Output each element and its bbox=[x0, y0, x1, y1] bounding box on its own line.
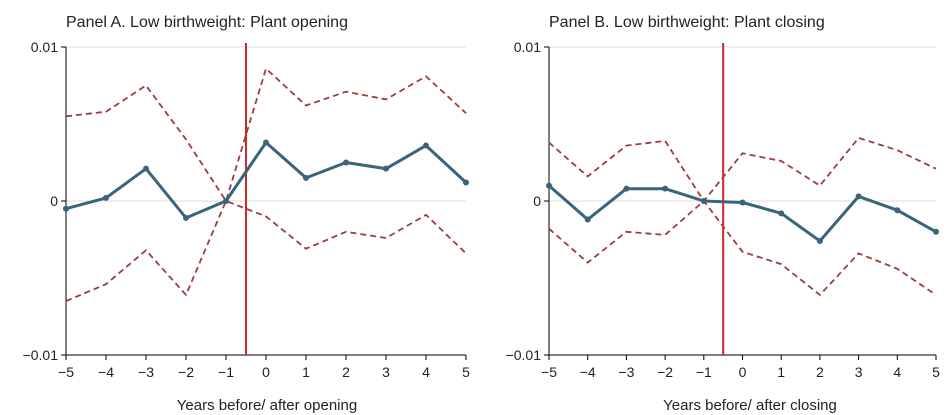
x-tick-label: 3 bbox=[855, 364, 863, 380]
x-tick-label: 0 bbox=[739, 364, 747, 380]
x-tick-label: −3 bbox=[138, 364, 154, 380]
x-tick-label: −4 bbox=[580, 364, 596, 380]
y-tick-label: −0.01 bbox=[506, 347, 542, 363]
estimate-point bbox=[778, 210, 785, 217]
x-tick-label: −2 bbox=[657, 364, 673, 380]
estimate-point bbox=[700, 198, 707, 204]
x-tick-label: 5 bbox=[462, 364, 470, 380]
estimate-point bbox=[933, 228, 939, 235]
estimate-point bbox=[423, 142, 429, 149]
estimate-point bbox=[143, 165, 149, 172]
estimate-point bbox=[623, 185, 630, 192]
estimate-point bbox=[662, 185, 669, 192]
x-tick-label: 1 bbox=[302, 364, 310, 380]
x-tick-label: 3 bbox=[382, 364, 390, 380]
y-tick-label: 0.01 bbox=[514, 39, 541, 55]
x-tick-label: −5 bbox=[58, 364, 74, 380]
x-axis-label: Years before/ after closing bbox=[663, 397, 837, 414]
estimate-point bbox=[855, 193, 862, 200]
y-tick-label: 0 bbox=[50, 193, 58, 209]
estimate-line bbox=[65, 141, 468, 220]
estimate-line bbox=[548, 184, 937, 243]
x-tick-label: 2 bbox=[816, 364, 824, 380]
estimate-point bbox=[894, 207, 901, 214]
x-tick-label: 0 bbox=[262, 364, 270, 380]
x-tick-label: 2 bbox=[342, 364, 350, 380]
estimate-point bbox=[546, 182, 552, 189]
estimate-point bbox=[223, 198, 229, 204]
estimate-point bbox=[584, 216, 591, 223]
x-tick-label: 1 bbox=[777, 364, 785, 380]
x-tick-label: 4 bbox=[893, 364, 901, 380]
y-tick-label: 0.01 bbox=[31, 39, 58, 55]
y-tick-label: 0 bbox=[533, 193, 541, 209]
x-axis-label: Years before/ after opening bbox=[177, 397, 357, 414]
x-tick-label: −2 bbox=[178, 364, 194, 380]
lower-ci-line bbox=[548, 199, 937, 297]
x-tick-label: 4 bbox=[422, 364, 430, 380]
x-tick-label: −3 bbox=[618, 364, 634, 380]
x-tick-label: −5 bbox=[541, 364, 557, 380]
panel-b: Panel B. Low birthweight: Plant closing … bbox=[506, 14, 941, 414]
estimate-point bbox=[63, 205, 69, 212]
x-tick-label: −1 bbox=[218, 364, 234, 380]
estimate-point bbox=[816, 238, 823, 245]
panel-title: Panel B. Low birthweight: Plant closing bbox=[549, 14, 825, 31]
estimate-point bbox=[463, 179, 469, 186]
panel-title: Panel A. Low birthweight: Plant opening bbox=[66, 14, 348, 31]
x-tick-label: 5 bbox=[932, 364, 940, 380]
estimate-point bbox=[383, 165, 389, 172]
estimate-point bbox=[739, 199, 746, 206]
estimate-point bbox=[103, 194, 109, 201]
estimate-point bbox=[183, 214, 189, 221]
upper-ci-line bbox=[548, 136, 937, 203]
estimate-point bbox=[263, 139, 269, 146]
panel-a: Panel A. Low birthweight: Plant opening … bbox=[23, 14, 471, 414]
lower-ci-line bbox=[65, 199, 467, 302]
upper-ci-line bbox=[65, 66, 467, 204]
x-tick-label: −4 bbox=[98, 364, 114, 380]
estimate-point bbox=[303, 174, 309, 181]
y-tick-label: −0.01 bbox=[23, 347, 59, 363]
estimate-point bbox=[343, 159, 349, 166]
x-tick-label: −1 bbox=[696, 364, 712, 380]
